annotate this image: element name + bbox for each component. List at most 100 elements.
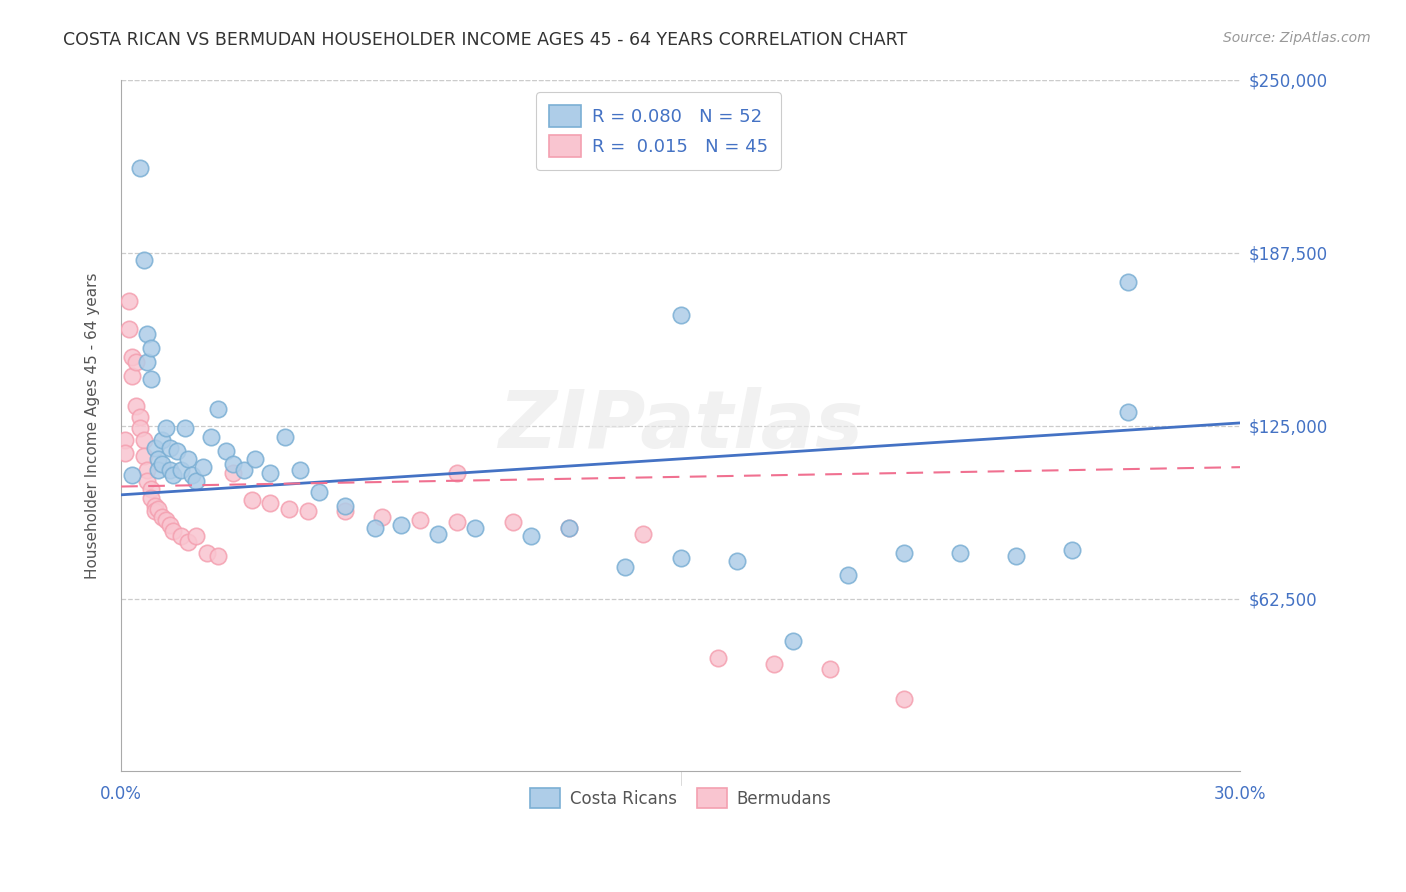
Point [200,430,222,444]
Point [177,451,200,466]
Point [207,549,229,563]
Point [446,466,468,480]
Point [1005,549,1028,563]
Point [333,499,356,513]
Point [121,468,143,483]
Point [214,443,236,458]
Y-axis label: Householder Income Ages 45 - 64 years: Householder Income Ages 45 - 64 years [86,272,100,579]
Point [633,526,655,541]
Point [150,510,173,524]
Point [181,468,204,483]
Point [128,421,150,435]
Point [150,458,173,472]
Point [288,463,311,477]
Point [389,518,412,533]
Point [139,372,162,386]
Point [159,518,181,533]
Point [166,443,188,458]
Point [193,460,215,475]
Point [1062,543,1084,558]
Point [207,402,229,417]
Point [136,463,159,477]
Point [446,516,468,530]
Point [155,513,177,527]
Point [128,161,150,176]
Point [177,534,200,549]
Point [139,341,162,355]
Point [1116,275,1139,289]
Point [148,451,170,466]
Point [502,516,524,530]
Point [259,496,281,510]
Point [159,441,181,455]
Point [150,433,173,447]
Point [139,483,162,497]
Point [949,546,972,560]
Point [132,449,155,463]
Point [464,521,486,535]
Point [707,651,730,665]
Point [297,504,319,518]
Point [837,568,859,582]
Point [139,491,162,505]
Point [669,551,692,566]
Point [114,446,136,460]
Point [170,529,193,543]
Point [427,526,450,541]
Point [762,657,785,671]
Point [184,529,207,543]
Text: Source: ZipAtlas.com: Source: ZipAtlas.com [1223,31,1371,45]
Point [143,441,166,455]
Point [125,400,148,414]
Point [408,513,430,527]
Point [333,504,356,518]
Point [520,529,543,543]
Point [669,308,692,322]
Point [558,521,581,535]
Point [125,355,148,369]
Point [222,458,245,472]
Point [259,466,281,480]
Point [162,524,184,538]
Point [308,485,330,500]
Point [222,466,245,480]
Point [143,499,166,513]
Point [136,355,159,369]
Point [173,421,195,435]
Point [818,662,841,676]
Point [155,421,177,435]
Point [132,433,155,447]
Point [195,546,218,560]
Point [148,463,170,477]
Point [558,521,581,535]
Point [782,634,804,648]
Point [274,430,297,444]
Point [121,350,143,364]
Point [364,521,387,535]
Point [148,501,170,516]
Point [114,433,136,447]
Point [725,554,748,568]
Point [240,493,263,508]
Point [136,474,159,488]
Point [1116,405,1139,419]
Point [162,468,184,483]
Text: ZIPatlas: ZIPatlas [498,386,863,465]
Text: COSTA RICAN VS BERMUDAN HOUSEHOLDER INCOME AGES 45 - 64 YEARS CORRELATION CHART: COSTA RICAN VS BERMUDAN HOUSEHOLDER INCO… [63,31,907,49]
Point [121,368,143,383]
Point [245,451,267,466]
Point [117,322,139,336]
Point [278,501,301,516]
Point [233,463,256,477]
Point [893,546,915,560]
Point [893,692,915,706]
Point [128,410,150,425]
Point [132,252,155,267]
Point [136,327,159,342]
Point [170,463,193,477]
Point [143,504,166,518]
Point [117,294,139,309]
Point [184,474,207,488]
Legend: Costa Ricans, Bermudans: Costa Ricans, Bermudans [523,781,838,815]
Point [371,510,394,524]
